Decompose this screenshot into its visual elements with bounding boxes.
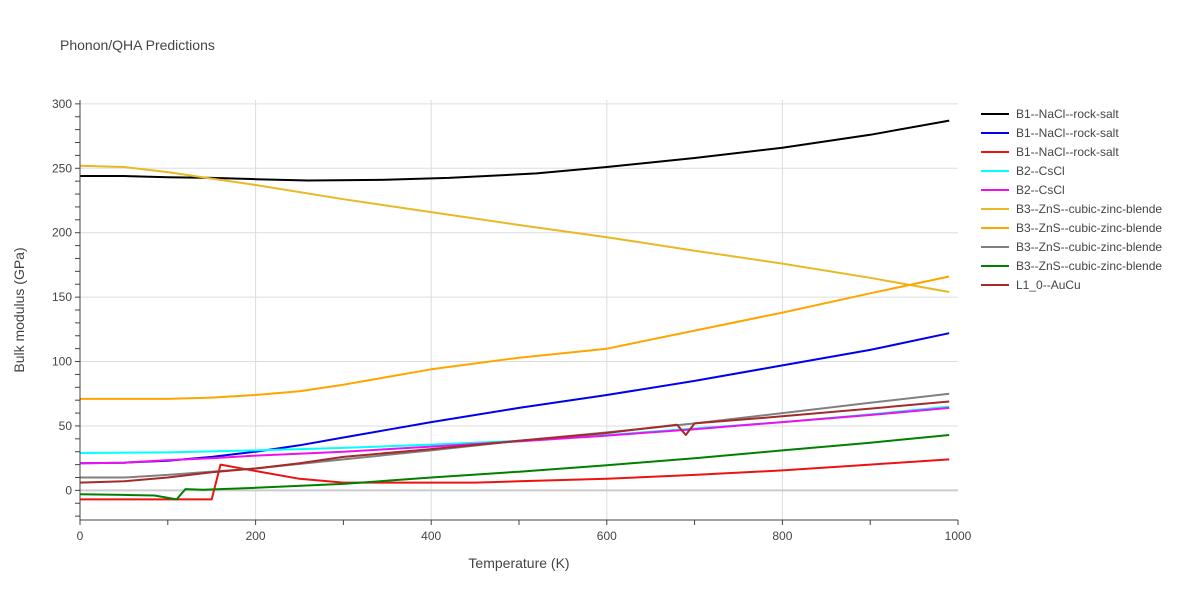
- series-line-7: [80, 275, 950, 400]
- y-tick-label: 150: [52, 290, 72, 304]
- legend-label-9: B3--ZnS--cubic-zinc-blende: [1016, 259, 1162, 273]
- x-tick-labels: 0 200 400 600 800 1000: [77, 529, 972, 543]
- series-line-1: [80, 119, 950, 182]
- axes: [75, 100, 959, 525]
- y-tick-label: 0: [65, 483, 72, 497]
- series-line-9: [79, 434, 950, 501]
- series-line-5: [79, 406, 950, 465]
- x-tick-label: 200: [246, 529, 266, 543]
- y-tick-label: 200: [52, 226, 72, 240]
- legend-label-1: B1--NaCl--rock-salt: [1016, 107, 1119, 121]
- legend-label-8: B3--ZnS--cubic-zinc-blende: [1016, 240, 1162, 254]
- x-tick-label: 1000: [945, 529, 972, 543]
- legend-label-2: B1--NaCl--rock-salt: [1016, 126, 1119, 140]
- legend-label-4: B2--CsCl: [1016, 164, 1065, 178]
- legend-label-6: B3--ZnS--cubic-zinc-blende: [1016, 202, 1162, 216]
- grid: [80, 100, 958, 520]
- legend-label-7: B3--ZnS--cubic-zinc-blende: [1016, 221, 1162, 235]
- x-tick-label: 400: [421, 529, 441, 543]
- legend-label-10: L1_0--AuCu: [1016, 278, 1081, 292]
- chart-title: Phonon/QHA Predictions: [60, 37, 215, 53]
- legend: B1--NaCl--rock-salt B1--NaCl--rock-salt B1…: [981, 107, 1162, 292]
- y-tick-label: 300: [52, 97, 72, 111]
- series-line-6: [79, 164, 950, 293]
- y-tick-label: 100: [52, 355, 72, 369]
- series-line-10: [79, 400, 950, 484]
- y-axis-title: Bulk modulus (GPa): [11, 247, 27, 372]
- x-tick-label: 600: [597, 529, 617, 543]
- y-tick-label: 50: [59, 419, 73, 433]
- x-tick-label: 800: [772, 529, 792, 543]
- x-tick-label: 0: [77, 529, 84, 543]
- series-lines: [79, 119, 950, 501]
- y-tick-labels: 0 50 100 150 200 250 300: [52, 97, 72, 498]
- series-line-3: [80, 458, 950, 501]
- y-tick-label: 250: [52, 161, 72, 175]
- legend-label-5: B2--CsCl: [1016, 183, 1065, 197]
- x-axis-title: Temperature (K): [468, 555, 569, 571]
- legend-label-3: B1--NaCl--rock-salt: [1016, 145, 1119, 159]
- series-line-8: [80, 392, 950, 479]
